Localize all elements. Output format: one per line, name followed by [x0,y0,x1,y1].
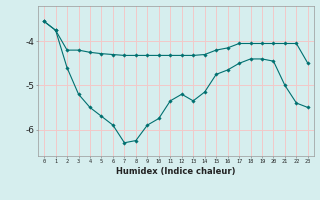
X-axis label: Humidex (Indice chaleur): Humidex (Indice chaleur) [116,167,236,176]
